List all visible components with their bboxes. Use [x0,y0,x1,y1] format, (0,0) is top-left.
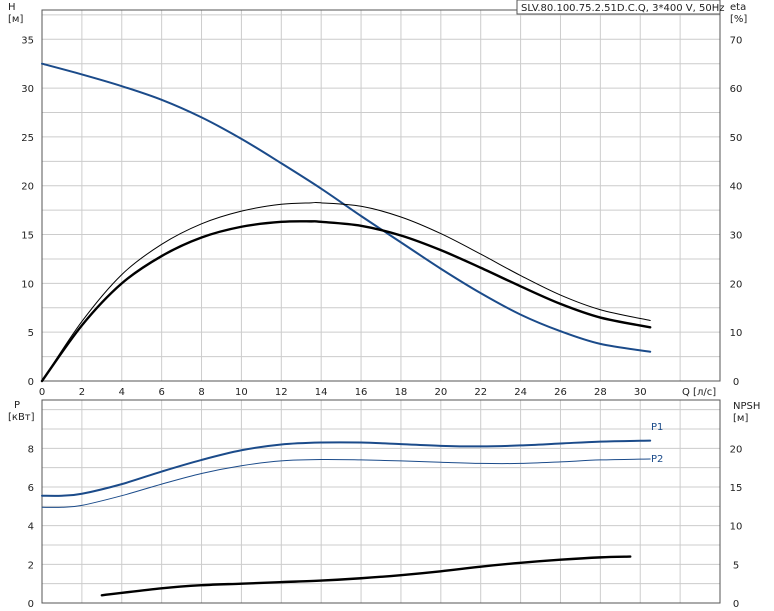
top-right-axis-label-line2: [%] [730,14,747,25]
x-tick-label: 26 [554,387,567,398]
top-right-tick-label: 20 [730,279,743,290]
top-left-axis-label-line2: [м] [8,14,23,25]
x-tick-label: 18 [395,387,408,398]
top-left-tick-label: 30 [21,84,34,95]
x-tick-label: 20 [434,387,447,398]
top-left-tick-label: 25 [21,133,34,144]
bottom-left-tick-label: 6 [28,483,34,494]
bottom-grid [42,400,720,603]
bottom-left-tick-labels: 0 2 4 6 8 [28,444,34,610]
bottom-panel: 0 2 4 6 8 0 5 10 15 20 P [кВт] NPSH [м] P1 P2 [8,399,764,610]
top-right-tick-label: 30 [730,231,743,242]
bottom-left-axis-label-line1: P [14,400,20,411]
top-left-tick-label: 10 [21,279,34,290]
series-label-p1: P1 [651,422,663,433]
bottom-left-axis-label: P [кВт] [8,400,35,423]
bottom-left-tick-label: 4 [28,522,34,533]
x-tick-label: 28 [594,387,607,398]
x-tick-label: 30 [634,387,647,398]
bottom-series-3-line [100,555,632,597]
top-plot-frame [41,9,721,382]
top-right-tick-label: 60 [730,84,743,95]
bottom-right-tick-label: 10 [730,522,743,533]
top-left-axis-label: H [м] [8,2,23,25]
bottom-right-tick-label: 15 [730,483,743,494]
top-left-tick-label: 35 [21,35,34,46]
top-series-lines [40,62,652,383]
bottom-series-p2-line [41,458,651,508]
bottom-right-axis-label-line2: [м] [733,413,748,424]
top-series-1-line [41,62,652,353]
x-tick-label: 12 [275,387,288,398]
bottom-right-tick-label: 20 [730,444,743,455]
bottom-right-tick-label: 5 [733,560,739,571]
top-left-tick-label: 5 [28,328,34,339]
top-left-tick-labels: 0 5 10 15 20 25 30 35 [21,35,34,388]
x-tick-labels: 0 2 4 6 8 10 12 14 16 18 20 22 24 26 28 30 [39,387,647,398]
top-grid [42,10,720,381]
x-tick-label: 6 [158,387,164,398]
x-tick-label: 8 [198,387,204,398]
bottom-right-axis-label: NPSH [м] [733,401,764,424]
bottom-right-tick-label: 0 [733,599,739,610]
x-tick-label: 4 [119,387,125,398]
top-left-tick-label: 15 [21,231,34,242]
bottom-left-tick-label: 0 [28,599,34,610]
top-right-tick-label: 10 [730,328,743,339]
top-right-axis-label-line1: eta [730,2,746,13]
chart-title: SLV.80.100.75.2.51D.C.Q, 3*400 V, 50Hz [521,3,724,14]
top-right-tick-label: 50 [730,133,743,144]
x-tick-label: 22 [474,387,487,398]
x-tick-label: 0 [39,387,45,398]
bottom-right-axis-label-line1: NPSH [733,401,760,412]
x-axis-label: Q [л/с] [682,387,716,398]
top-series-2-line [41,202,651,382]
x-tick-label: 2 [79,387,85,398]
x-tick-label: 16 [355,387,368,398]
x-tick-label: 14 [315,387,328,398]
bottom-left-tick-label: 8 [28,444,34,455]
top-right-tick-label: 0 [733,377,739,388]
top-right-axis-label: eta [%] [730,2,749,25]
bottom-plot-frame [41,399,721,604]
top-left-tick-label: 20 [21,182,34,193]
bottom-left-axis-label-line2: [кВт] [8,412,35,423]
bottom-left-tick-label: 2 [28,560,34,571]
top-left-axis-label-line1: H [8,2,16,13]
title-box [516,0,721,15]
top-right-tick-labels: 0 10 20 30 40 50 60 70 [730,35,743,388]
top-right-tick-label: 40 [730,182,743,193]
top-left-tick-label: 0 [28,377,34,388]
top-series-3-line [40,220,652,383]
series-label-p2: P2 [651,454,663,465]
bottom-series-lines [41,439,652,597]
x-tick-label: 24 [514,387,527,398]
bottom-series-p1-line [41,439,652,497]
top-right-tick-label: 70 [730,35,743,46]
bottom-right-tick-labels: 0 5 10 15 20 [730,444,743,610]
x-tick-label: 10 [235,387,248,398]
